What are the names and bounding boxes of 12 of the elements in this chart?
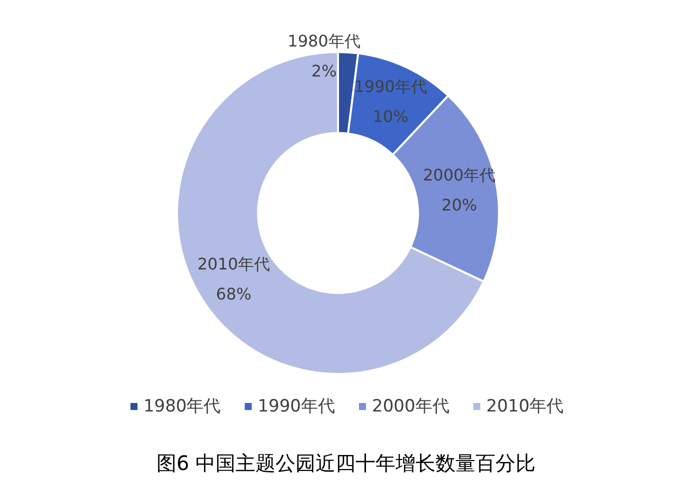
legend-label: 2010年代 bbox=[486, 396, 564, 416]
slice-label: 1990年代 bbox=[354, 76, 427, 96]
legend-label: 1980年代 bbox=[143, 396, 221, 416]
data-label: 20% bbox=[442, 195, 478, 214]
slice-label: 1980年代 bbox=[288, 32, 360, 50]
data-label: 68% bbox=[216, 284, 252, 304]
slice-label: 2010年代 bbox=[197, 254, 270, 274]
text: 图6 中国主题公园近四十年增长数量百分比 bbox=[156, 451, 536, 475]
legend-label: 1990年代 bbox=[258, 396, 335, 416]
data-label: 10% bbox=[372, 106, 408, 126]
legend-label: 2000年代 bbox=[372, 396, 450, 416]
data-label: 2% bbox=[311, 62, 337, 80]
